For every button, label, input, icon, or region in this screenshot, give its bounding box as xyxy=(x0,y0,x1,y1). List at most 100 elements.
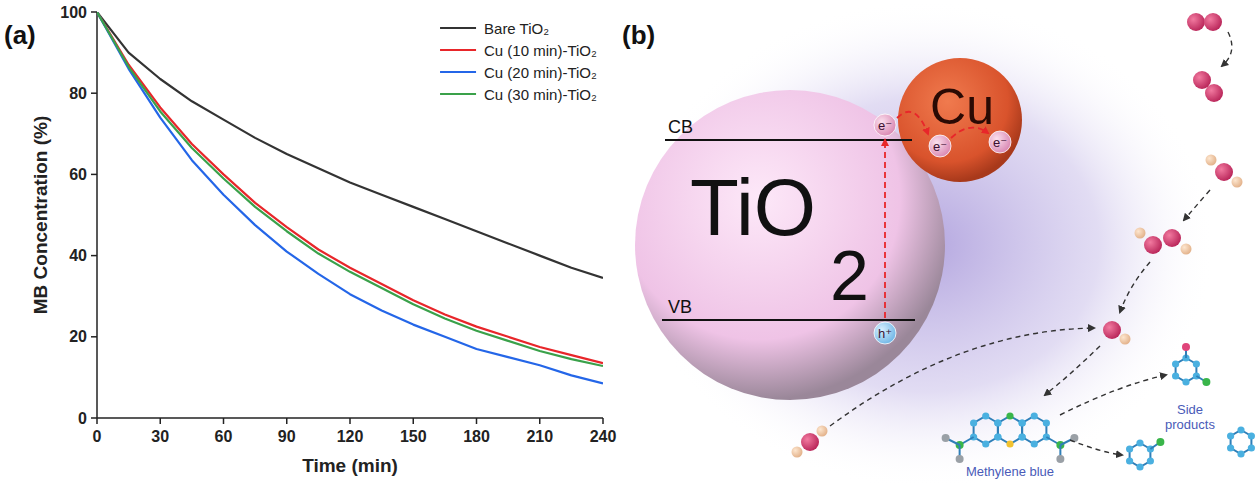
x-axis-title: Time (min) xyxy=(302,455,398,476)
ring-atom xyxy=(1043,419,1050,426)
semiconductor-label: TiO xyxy=(690,163,816,252)
ring-atom xyxy=(1126,457,1133,464)
series-line xyxy=(97,12,603,278)
y-tick xyxy=(91,255,97,257)
ring-atom xyxy=(1006,440,1013,447)
series-line xyxy=(97,12,603,363)
ring-atom xyxy=(1172,360,1179,367)
x-tick xyxy=(223,418,225,424)
x-tick xyxy=(602,418,604,424)
ring-bond xyxy=(1231,430,1252,454)
electron-label: e⁻ xyxy=(933,139,947,154)
products-label-line: products xyxy=(1165,417,1215,432)
reaction-arrow xyxy=(1120,262,1150,312)
x-tick-label: 30 xyxy=(151,428,169,445)
atom xyxy=(1156,438,1164,446)
legend-swatch xyxy=(440,27,476,29)
panel-b: CBVBTiO2Cue⁻e⁻e⁻h⁺Methylene blueSideprod… xyxy=(622,0,1255,484)
ring-atom xyxy=(994,433,1001,440)
y-tick xyxy=(91,417,97,419)
legend-label: Cu (20 min)-TiO₂ xyxy=(484,64,597,81)
hydrogen-atom xyxy=(1181,244,1192,255)
legend-swatch xyxy=(440,71,476,73)
ring-atom xyxy=(982,412,989,419)
ring-atom xyxy=(1227,432,1234,439)
excitation-arrow xyxy=(884,140,886,318)
x-tick xyxy=(413,418,415,424)
ring-atom xyxy=(1182,378,1189,385)
hydrogen-atom xyxy=(1135,228,1146,239)
y-tick xyxy=(91,11,97,13)
x-tick-label: 60 xyxy=(215,428,233,445)
hole-ball xyxy=(874,322,896,344)
products-label: Sideproducts xyxy=(1165,402,1215,432)
ring-atom xyxy=(1019,419,1026,426)
oxygen-atom xyxy=(1187,13,1205,31)
hydrogen-atom xyxy=(792,447,803,458)
side-product-molecule xyxy=(1126,438,1164,471)
electron-ball xyxy=(874,114,896,136)
ring-atom xyxy=(1006,412,1013,419)
oxygen-atom xyxy=(1144,236,1162,254)
ring-atom xyxy=(1136,439,1143,446)
ring-atom xyxy=(982,440,989,447)
side-product-molecule xyxy=(1172,343,1210,386)
x-tick-label: 90 xyxy=(278,428,296,445)
dye-label: Methylene blue xyxy=(966,464,1054,479)
panel-a: 0204060801000306090120150180210240Time (… xyxy=(4,4,616,477)
legend-swatch xyxy=(440,93,476,95)
x-tick xyxy=(286,418,288,424)
y-axis-title: MB Concentration (%) xyxy=(30,116,51,314)
hole-label: h⁺ xyxy=(878,326,892,341)
electron-ball xyxy=(989,131,1011,153)
ring-atom xyxy=(970,419,977,426)
valence-band xyxy=(662,319,915,321)
methylene-blue-molecule xyxy=(942,412,1079,463)
side-product-molecule xyxy=(1227,426,1255,457)
legend: Bare TiO₂Cu (10 min)-TiO₂Cu (20 min)-TiO… xyxy=(440,20,597,103)
transfer-arrow xyxy=(897,112,928,134)
ring-atom xyxy=(994,419,1001,426)
ring-atom xyxy=(1019,433,1026,440)
x-tick-label: 120 xyxy=(337,428,364,445)
hydrogen-atom xyxy=(1232,177,1243,188)
cocatalyst-label: Cu xyxy=(930,79,994,135)
y-tick-label: 40 xyxy=(69,247,87,264)
reaction-arrow xyxy=(1222,32,1232,66)
x-tick-label: 0 xyxy=(93,428,102,445)
hydrogen-atom xyxy=(1206,155,1217,166)
y-tick xyxy=(91,336,97,338)
y-axis xyxy=(96,12,98,418)
hydroxyl-radical xyxy=(1103,321,1131,345)
ring-atom xyxy=(1031,440,1038,447)
ring-bond xyxy=(1176,358,1197,382)
panel-label: (b) xyxy=(622,20,655,50)
water-molecule xyxy=(1206,155,1243,188)
transfer-arrow xyxy=(951,128,988,138)
ring-atom xyxy=(1147,457,1154,464)
atom xyxy=(1182,343,1190,351)
legend-swatch xyxy=(440,49,476,51)
band-label: VB xyxy=(668,297,692,317)
ring-atom xyxy=(1031,412,1038,419)
x-tick xyxy=(349,418,351,424)
ring-atom xyxy=(1019,419,1026,426)
ring-atom xyxy=(1126,445,1133,452)
ring-atom xyxy=(1172,372,1179,379)
electron-label: e⁻ xyxy=(878,118,892,133)
x-tick-label: 180 xyxy=(463,428,490,445)
electron-label: e⁻ xyxy=(993,135,1007,150)
hydrogen-atom xyxy=(817,426,828,437)
electron-ball xyxy=(929,135,951,157)
products-label-line: Side xyxy=(1177,402,1203,417)
reaction-arrow xyxy=(1060,375,1166,415)
oxygen-atom xyxy=(1204,13,1222,31)
ring-atom xyxy=(1237,426,1244,433)
oxygen-atom xyxy=(801,433,819,451)
ring-atom xyxy=(1019,433,1026,440)
ring-bond xyxy=(974,416,998,444)
reaction-arrow xyxy=(1184,190,1210,220)
oxygen-molecule xyxy=(1187,13,1222,31)
y-tick-label: 100 xyxy=(60,4,87,21)
y-tick xyxy=(91,174,97,176)
